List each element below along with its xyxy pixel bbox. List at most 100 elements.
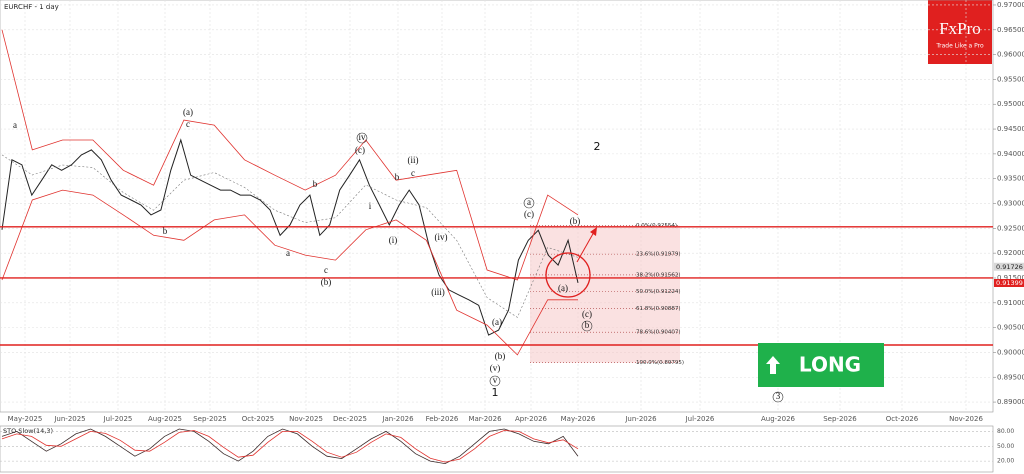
x-tick-label: Jun-2026 [624,415,657,423]
wave-label: (i) [389,235,398,245]
wave-label: c [411,168,415,178]
fib-label: 61.8%(0.90887) [636,306,681,312]
fib-label: 38.2%(0.91562) [636,272,681,278]
y-tick-label: 0.93500 [997,175,1024,183]
y-tick-label: 0.95500 [997,75,1024,83]
wave-label: iv [358,132,366,142]
wave-label: c [324,265,328,275]
x-tick-label: Nov-2025 [289,415,323,423]
signal-box [758,343,884,387]
x-tick-label: Oct-2026 [886,415,919,423]
wave-circle [356,132,368,144]
y-tick-label: 0.93000 [997,200,1024,208]
price-tag [994,262,1024,271]
x-tick-label: Sep-2025 [193,415,227,423]
y-tick-label: 0.92500 [997,224,1024,232]
oscillator-tick-label: 80.00 [997,428,1014,435]
target-arrow-head [590,227,597,236]
wave-label: (a) [183,107,193,117]
wave-circle [772,391,784,403]
wave-label: 2 [594,140,601,153]
x-tick-label: Feb-2026 [426,415,459,423]
y-tick-label: 0.89500 [997,373,1024,381]
wave-label: (b) [495,351,506,361]
x-tick-label: Sep-2026 [823,415,857,423]
wave-label: (c) [582,309,592,319]
wave-label: a [13,120,17,130]
fib-label: 50.0%(0.91224) [636,289,681,295]
wave-label: (iii) [431,287,445,297]
chart-title: EURCHF - 1 day [4,3,59,11]
fib-zone [530,225,680,363]
y-tick-label: 0.94500 [997,125,1024,133]
wave-label: (v) [490,363,501,373]
fib-label: 23.6%(0.91979) [636,252,681,258]
wave-label: 1 [492,386,499,399]
band-line [1,189,578,356]
wave-label: c [186,119,190,129]
price-tag [994,278,1024,287]
signal-arrow [766,356,780,374]
wave-label: (iv) [435,232,448,242]
price-tag-label: 0.91726 [996,263,1023,271]
wave-label: (c) [524,209,534,219]
x-tick-label: May-2025 [8,415,43,423]
oscillator-tick-label: 20.00 [997,458,1014,465]
wave-label: a [286,248,290,258]
x-tick-label: Nov-2026 [949,415,983,423]
price-tag-label: 0.91399 [996,279,1023,287]
y-tick-label: 0.97000 [997,1,1024,9]
oscillator-tick-label: 50.00 [997,443,1014,450]
y-tick-label: 0.94000 [997,150,1024,158]
y-tick-label: 0.90000 [997,348,1024,356]
x-tick-label: May-2026 [561,415,596,423]
band-line [1,29,579,281]
wave-label: (ii) [408,155,419,165]
wave-label: (a) [558,283,568,293]
logo-tagline: Trade Like a Pro [935,43,984,50]
x-tick-label: Jun-2025 [53,415,85,423]
y-tick-label: 0.91000 [997,299,1024,307]
fib-label: 78.6%(0.90407) [636,330,681,336]
price-line [1,138,579,336]
y-tick-label: 0.91500 [997,274,1024,282]
y-tick-label: 0.89000 [997,398,1024,406]
x-tick-label: Aug-2025 [148,415,182,423]
x-tick-label: Jan-2026 [381,415,414,423]
oscillator-title: STO Slow(14,3) [3,427,53,435]
wave-label: 3 [776,391,781,401]
target-arrow [576,231,595,263]
plot-frame [0,0,994,413]
wave-label: i [369,201,372,211]
wave-circle [489,375,501,387]
oscillator-line [1,430,579,463]
logo-box [928,0,992,64]
wave-label: a [527,197,531,207]
logo: FxPro Trade Like a Pro [928,0,992,64]
x-tick-label: Jul-2025 [103,415,133,423]
wave-label: (a) [492,317,502,327]
wave-label: b [585,320,590,330]
x-tick-label: Aug-2026 [761,415,796,423]
wave-label: b [313,179,318,189]
y-tick-label: 0.96000 [997,51,1024,59]
x-tick-label: Apr-2026 [515,415,548,423]
y-tick-label: 0.96500 [997,26,1024,34]
x-tick-label: Dec-2025 [333,415,367,423]
x-tick-label: Mar-2026 [468,415,502,423]
signal-label: LONG [799,353,861,377]
wave-label: (b) [570,216,581,226]
x-tick-label: Jul-2026 [685,415,715,423]
band-middle [1,154,579,318]
oscillator-frame [0,425,994,473]
logo-name: FxPro [939,19,981,38]
fib-label: 100.0%(0.89795) [636,360,684,366]
wave-label: v [493,375,498,385]
wave-label: b [395,172,400,182]
y-tick-label: 0.92000 [997,249,1024,257]
wave-label: (b) [321,277,332,287]
wave-circle [581,320,593,332]
